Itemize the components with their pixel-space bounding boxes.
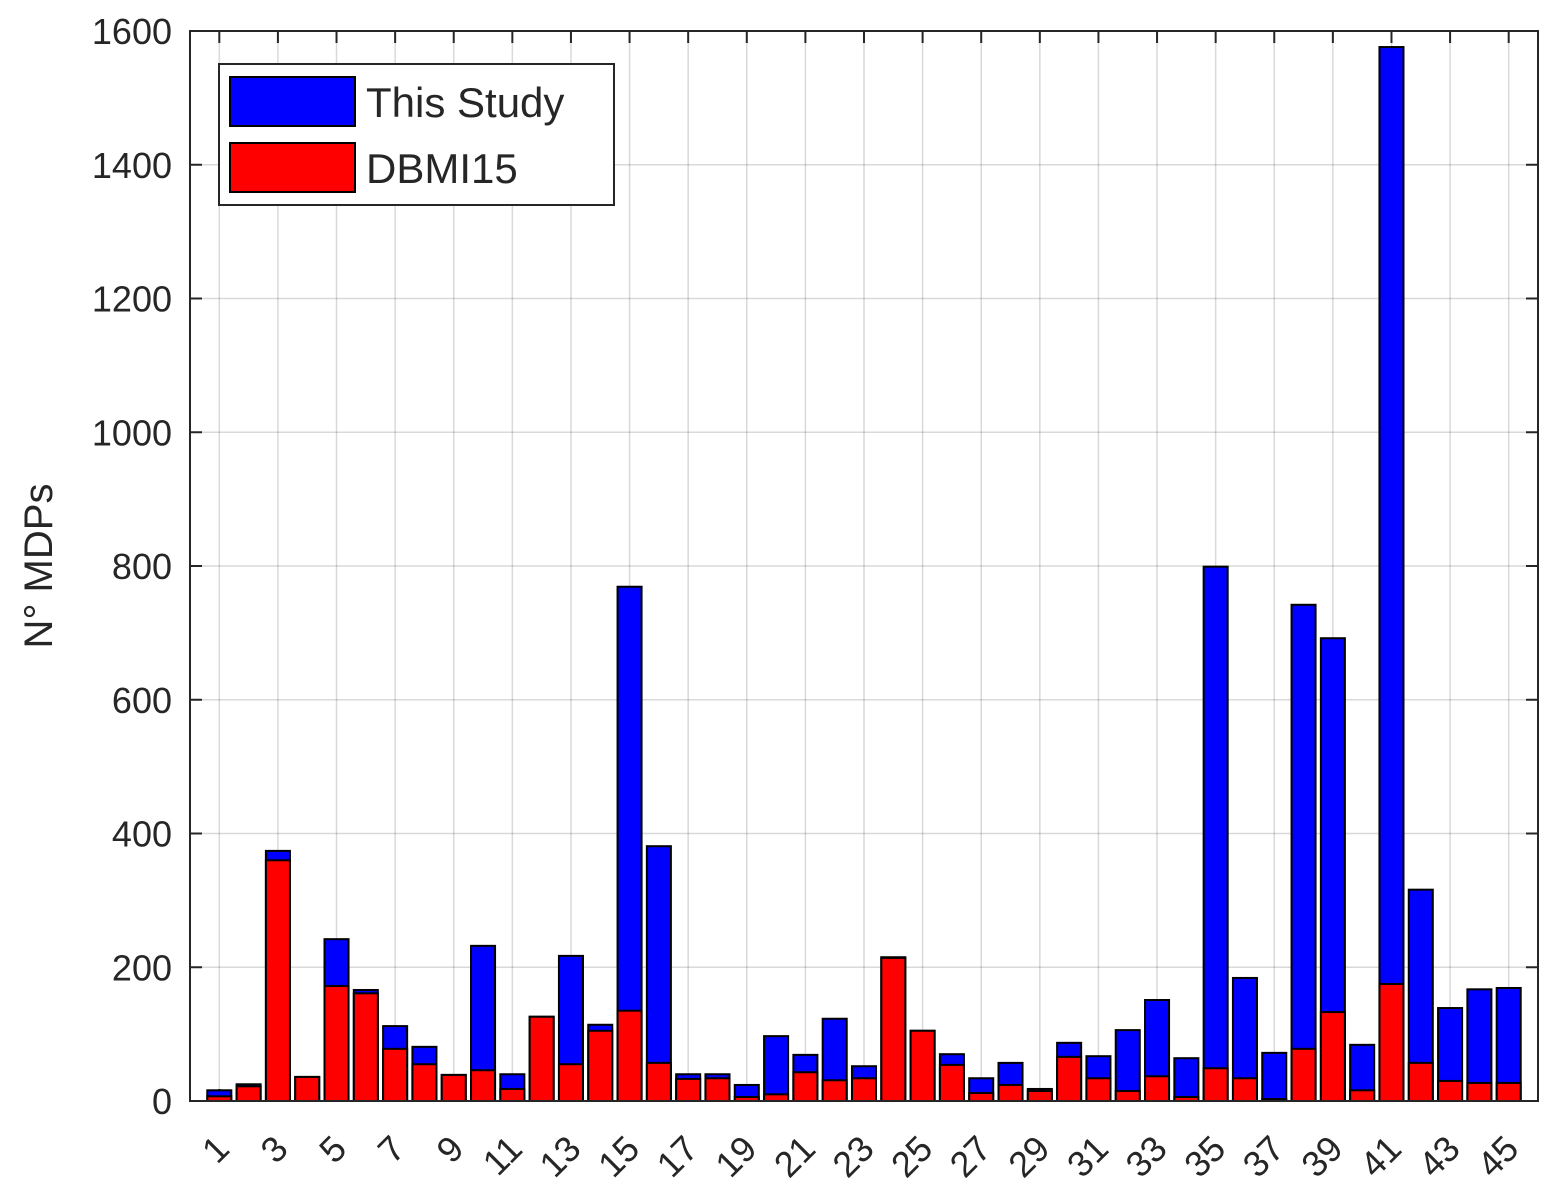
x-tick-label: 25 (883, 1128, 940, 1185)
legend-swatch (229, 76, 356, 127)
x-tick-label: 3 (252, 1128, 295, 1171)
bar (294, 1075, 321, 1103)
x-tick-label: 1 (194, 1128, 237, 1171)
bar (1144, 1075, 1171, 1102)
bar (1114, 1089, 1141, 1102)
bar (1202, 1067, 1229, 1102)
bar (1319, 1011, 1346, 1103)
legend-label: DBMI15 (366, 145, 518, 192)
x-tick-label: 11 (475, 1128, 530, 1183)
bar (323, 984, 350, 1102)
x-tick-label: 43 (1410, 1128, 1467, 1185)
bar (440, 1073, 467, 1102)
bar (235, 1085, 262, 1102)
x-tick-label: 35 (1176, 1128, 1233, 1185)
x-tick-label: 17 (649, 1128, 706, 1185)
x-tick-label: 37 (1235, 1128, 1292, 1185)
x-tick-label: 7 (370, 1128, 413, 1171)
y-axis-label: N° MDPs (17, 484, 61, 649)
legend-label: This Study (366, 79, 564, 126)
bar (411, 1063, 438, 1102)
bar (938, 1063, 965, 1102)
y-tick-label: 200 (112, 947, 172, 988)
bar (1378, 46, 1405, 1102)
bar (499, 1087, 526, 1103)
y-tick-label: 600 (112, 680, 172, 721)
bar (763, 1035, 790, 1102)
x-tick-label: 41 (1352, 1128, 1409, 1185)
bar (1495, 1081, 1522, 1102)
y-tick-label: 1200 (92, 279, 172, 320)
bar (616, 1009, 643, 1102)
bar (382, 1047, 409, 1103)
bar (1290, 1047, 1317, 1103)
x-tick-label: 27 (942, 1128, 999, 1185)
bar (264, 859, 291, 1102)
x-tick-label: 19 (707, 1128, 764, 1185)
bar (1085, 1077, 1112, 1102)
bar (528, 1015, 555, 1102)
y-tick-label: 400 (112, 814, 172, 855)
bar (1349, 1089, 1376, 1103)
bar (763, 1093, 790, 1102)
x-tick-label: 23 (824, 1128, 881, 1185)
x-tick-label: 21 (766, 1128, 823, 1185)
y-tick-label: 1400 (92, 145, 172, 186)
bar (352, 992, 379, 1102)
bar (792, 1071, 819, 1103)
bar (909, 1029, 936, 1102)
bar (1378, 982, 1405, 1102)
x-tick-label: 31 (1059, 1128, 1116, 1185)
legend-swatch (229, 142, 356, 193)
bar (1026, 1089, 1053, 1102)
bar (675, 1077, 702, 1103)
axes-box (189, 30, 1539, 1102)
bar (1261, 1051, 1288, 1102)
bar (470, 1069, 497, 1103)
bar (1231, 1077, 1258, 1102)
x-tick-label: 5 (311, 1128, 354, 1171)
y-tick-label: 1600 (92, 11, 172, 52)
bar (880, 956, 907, 1103)
x-tick-label: 13 (531, 1128, 588, 1185)
x-tick-label: 39 (1293, 1128, 1350, 1185)
bar (1466, 1081, 1493, 1102)
bar (1056, 1055, 1083, 1103)
y-tick-label: 1000 (92, 412, 172, 453)
x-tick-label: 45 (1469, 1128, 1526, 1185)
bar (1173, 1057, 1200, 1102)
y-tick-label: 0 (152, 1081, 172, 1122)
bar (587, 1029, 614, 1102)
x-tick-label: 9 (428, 1128, 471, 1171)
bar (850, 1077, 878, 1102)
bar (821, 1079, 848, 1103)
x-tick-label: 33 (1117, 1128, 1174, 1185)
bar (645, 845, 672, 1102)
bar (1437, 1079, 1464, 1102)
bar (968, 1091, 995, 1102)
bar (1290, 603, 1317, 1102)
y-tick-label: 800 (112, 546, 172, 587)
bar (557, 1063, 584, 1102)
bar (1407, 1061, 1434, 1102)
bar (704, 1077, 731, 1102)
x-tick-label: 15 (590, 1128, 647, 1185)
bar (645, 1061, 672, 1102)
x-tick-label: 29 (1000, 1128, 1057, 1185)
bar (997, 1083, 1024, 1102)
bar (1202, 565, 1229, 1102)
